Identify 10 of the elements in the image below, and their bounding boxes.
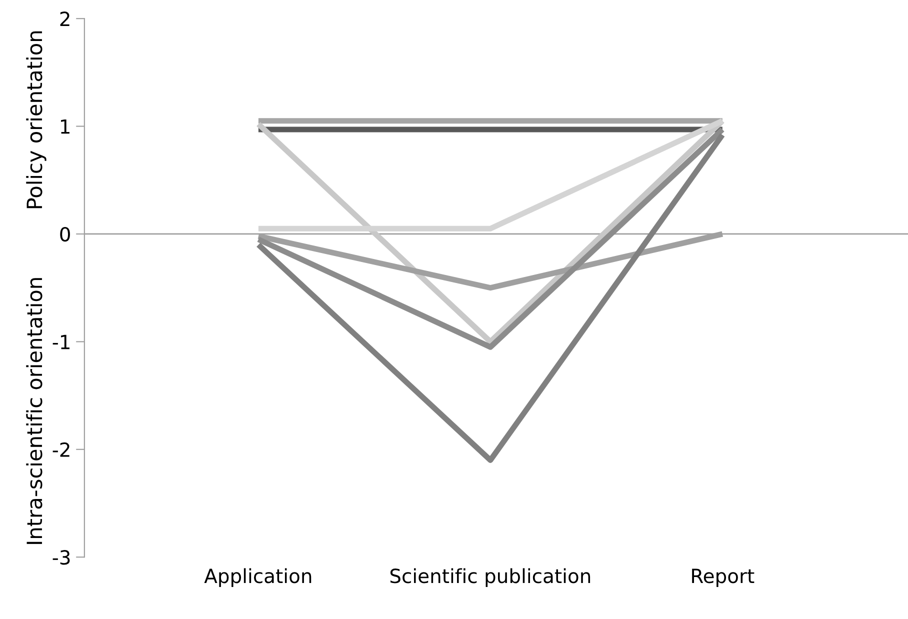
y-tick-label: -1	[52, 334, 70, 350]
x-tick-label: Report	[692, 568, 754, 588]
y-tick-label: 1	[61, 119, 70, 134]
y-axis-title: Intra-scientific orientation Policy orientation	[26, 31, 46, 544]
y-tick-label: 0	[60, 226, 70, 242]
y-tick-label: -2	[52, 442, 70, 457]
x-tick-label: Application	[204, 568, 312, 588]
x-tick-label: Scientific publication	[390, 568, 590, 588]
y-tick-label: -3	[52, 550, 70, 565]
y-tick-label: 2	[60, 12, 70, 26]
